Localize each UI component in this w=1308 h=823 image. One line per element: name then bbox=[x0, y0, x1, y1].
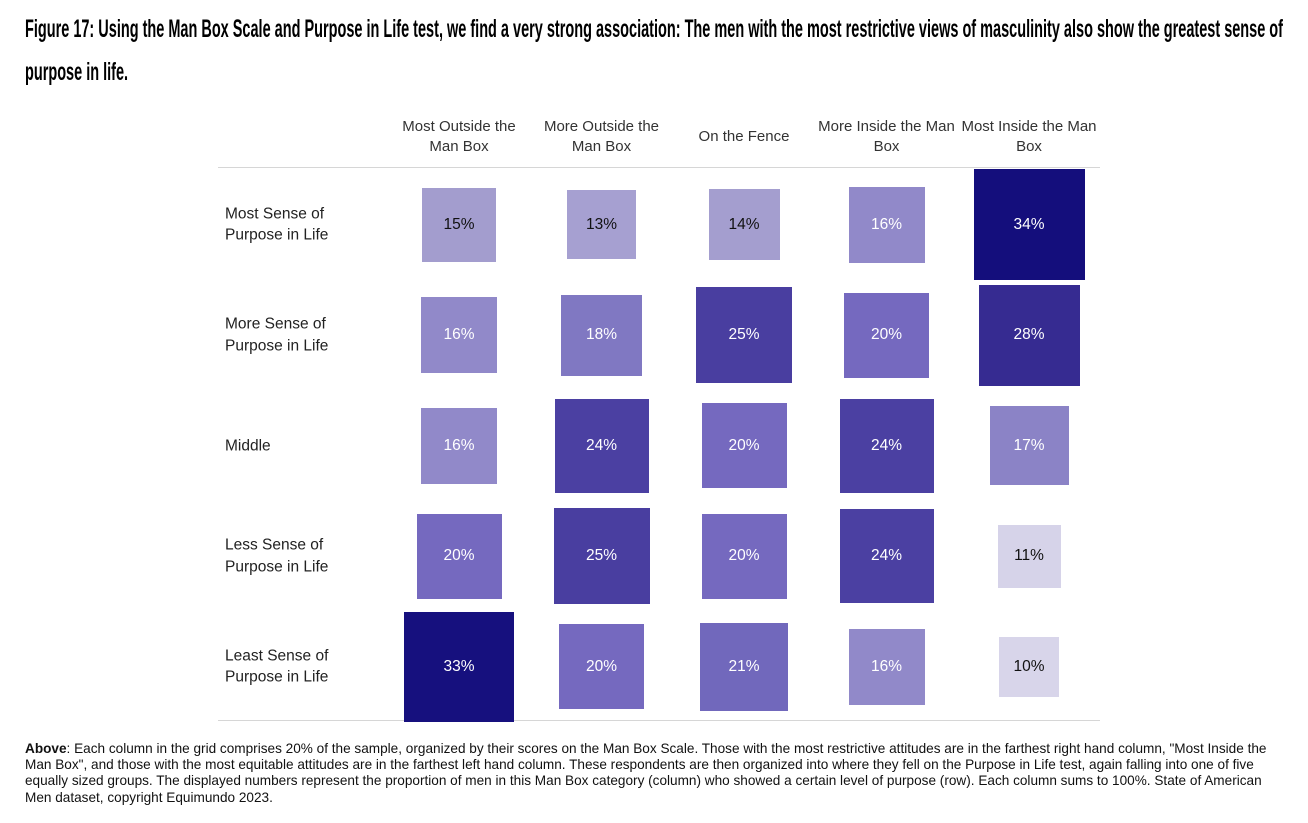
heatmap-cell: 15% bbox=[422, 187, 496, 262]
heatmap-cell: 20% bbox=[844, 292, 929, 378]
heatmap-cell: 10% bbox=[999, 636, 1059, 697]
heatmap-cell: 16% bbox=[848, 628, 925, 705]
heatmap-cell: 34% bbox=[973, 169, 1085, 280]
figure-footnote: Above: Each column in the grid comprises… bbox=[25, 741, 1285, 806]
column-header: Most Inside the Man Box bbox=[961, 118, 1097, 155]
heatmap-cell: 17% bbox=[989, 406, 1069, 485]
heatmap-cell: 25% bbox=[696, 287, 792, 383]
row-label: Middle bbox=[225, 436, 271, 454]
heatmap-cell: 11% bbox=[997, 524, 1061, 588]
column-header: Most Outside the Man Box bbox=[402, 118, 516, 155]
heatmap-cell: 16% bbox=[848, 186, 925, 263]
heatmap-cell: 20% bbox=[559, 624, 644, 709]
heatmap-cell: 33% bbox=[404, 611, 514, 722]
column-header: On the Fence bbox=[698, 128, 790, 145]
footnote-text: : Each column in the grid comprises 20% … bbox=[25, 741, 1267, 805]
footnote-label: Above bbox=[25, 741, 67, 756]
figure-title: Figure 17: Using the Man Box Scale and P… bbox=[25, 8, 1287, 94]
column-header: More Outside the Man Box bbox=[543, 118, 660, 155]
heatmap-cell: 20% bbox=[701, 513, 787, 599]
heatmap-cell: 20% bbox=[701, 403, 787, 488]
row-label: Most Sense of Purpose in Life bbox=[225, 205, 329, 244]
row-label: More Sense of Purpose in Life bbox=[225, 315, 329, 355]
row-label: Least Sense of Purpose in Life bbox=[225, 647, 329, 686]
row-label: Less Sense of Purpose in Life bbox=[225, 536, 329, 576]
header-rule bbox=[218, 167, 1100, 168]
baseline-rule bbox=[218, 720, 1100, 721]
column-header: More Inside the Man Box bbox=[818, 118, 955, 155]
heatmap-cell: 14% bbox=[708, 189, 780, 260]
heatmap-cell: 13% bbox=[567, 190, 636, 259]
heatmap-cell: 24% bbox=[839, 509, 934, 603]
heatmap-cell: 18% bbox=[561, 294, 642, 376]
manbox-purpose-heatmap: Most Outside the Man Box More Outside the… bbox=[218, 118, 1100, 722]
heatmap-cell: 24% bbox=[839, 398, 934, 493]
figure-title-line1: Figure 17: Using the Man Box Scale and P… bbox=[25, 15, 1283, 43]
heatmap-cell: 20% bbox=[416, 513, 502, 599]
heatmap-cell: 25% bbox=[553, 508, 650, 604]
figure-title-line2: purpose in life. bbox=[25, 58, 129, 86]
heatmap-cell: 28% bbox=[978, 284, 1080, 386]
heatmap-cell: 16% bbox=[421, 297, 497, 373]
heatmap-cell: 24% bbox=[554, 398, 649, 493]
heatmap-cell: 21% bbox=[700, 622, 788, 711]
heatmap-cell: 16% bbox=[421, 407, 497, 484]
